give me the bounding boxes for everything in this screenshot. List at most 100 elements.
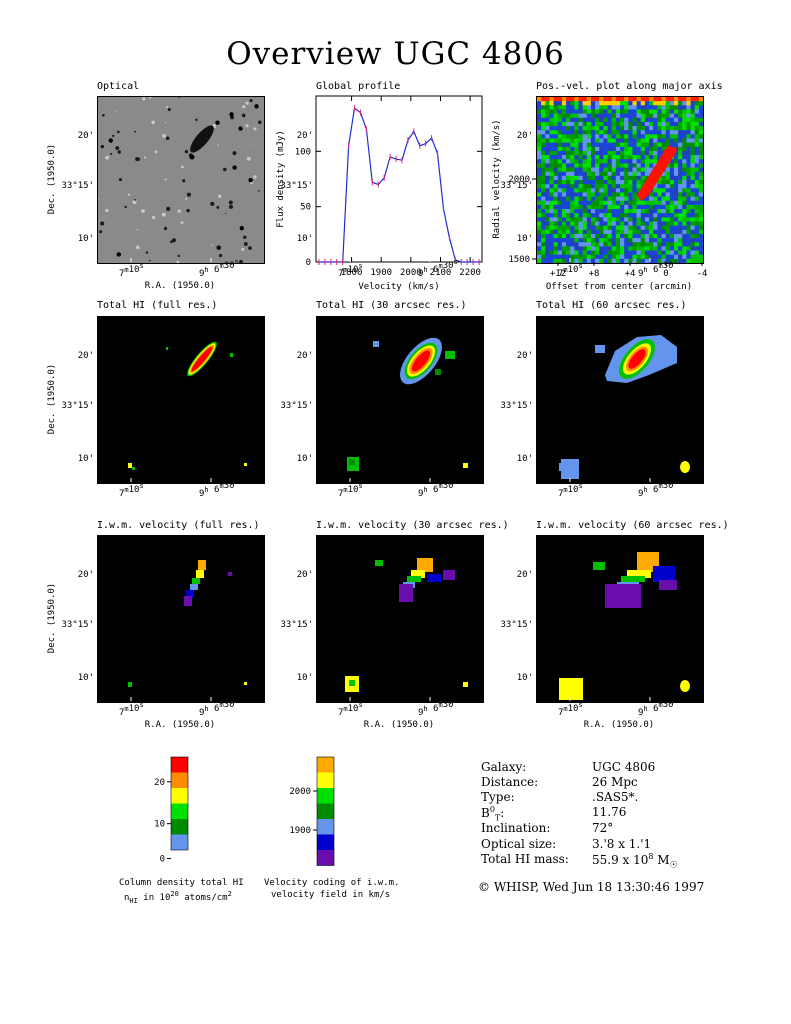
- pv-cell: [686, 242, 691, 247]
- pv-cell: [698, 250, 703, 255]
- pv-cell: [590, 175, 596, 181]
- pv-cell: [673, 113, 679, 119]
- pv-cell: [665, 101, 671, 106]
- pv-cell: [541, 184, 546, 189]
- pv-cell: [657, 196, 662, 202]
- pv-cell: [636, 209, 642, 214]
- pv-cell: [570, 180, 575, 185]
- pv-cell: [590, 209, 596, 214]
- emission-pixel: [128, 463, 132, 468]
- pv-cell: [599, 167, 604, 172]
- pv-cell: [657, 200, 662, 206]
- pv-cell: [678, 238, 683, 243]
- pv-cell: [628, 184, 633, 189]
- pv-cell: [557, 105, 563, 110]
- dec-tick-label: 10': [78, 673, 94, 683]
- pv-cell: [657, 134, 662, 139]
- pv-cell: [553, 97, 559, 102]
- pv-cell: [549, 130, 554, 135]
- pv-cell: [549, 105, 554, 110]
- pv-cell: [653, 142, 658, 148]
- pv-cell: [690, 217, 695, 222]
- pv-cell: [694, 142, 700, 148]
- pv-cell: [615, 105, 621, 110]
- pv-cell: [682, 121, 687, 127]
- pv-cell: [553, 167, 559, 172]
- pv-cell: [578, 254, 583, 260]
- pv-cell: [690, 204, 695, 210]
- pv-cell: [574, 225, 579, 231]
- ra-tick-label: 9h 6m30s: [199, 258, 239, 279]
- emission-pixel: [230, 353, 233, 357]
- pv-cell: [557, 130, 563, 135]
- pv-cell: [537, 233, 542, 239]
- galaxy-core-star: [189, 154, 195, 160]
- bright-star-mark: [108, 138, 113, 143]
- pv-cell: [578, 188, 583, 193]
- pv-cell: [661, 146, 666, 152]
- pv-cell: [620, 117, 625, 123]
- star-mark: [186, 208, 190, 213]
- pv-cell: [632, 171, 637, 177]
- pv-cell: [607, 242, 612, 247]
- pv-cell: [661, 250, 666, 255]
- pv-cell: [686, 163, 691, 168]
- pv-cell: [578, 192, 583, 197]
- star-mark: [228, 204, 233, 209]
- pv-cell: [636, 258, 642, 263]
- pv-cell: [566, 117, 571, 123]
- pv-cell: [624, 171, 629, 177]
- pv-cell: [620, 146, 625, 152]
- dec-tick-label: 20': [297, 351, 313, 361]
- pv-cell: [566, 238, 571, 243]
- pv-cell: [628, 175, 633, 181]
- pv-cell: [665, 121, 671, 127]
- pv-cell: [615, 188, 621, 193]
- pv-cell: [549, 163, 554, 168]
- pv-cell: [686, 258, 691, 263]
- pv-cell: [574, 233, 579, 239]
- pv-cell: [599, 196, 604, 202]
- pv-cell: [661, 126, 666, 131]
- pv-cell: [632, 258, 637, 263]
- pv-cell: [653, 242, 658, 247]
- pv-cell: [620, 175, 625, 181]
- pv-cell: [611, 184, 617, 189]
- pv-cell: [694, 180, 700, 185]
- pv-cell: [628, 242, 633, 247]
- pv-cell: [673, 105, 679, 110]
- star-mark: [148, 259, 151, 262]
- pv-cell: [603, 159, 608, 164]
- pv-cell: [653, 126, 658, 131]
- pv-cell: [578, 258, 583, 263]
- pv-cell: [603, 217, 608, 222]
- pv-cell: [615, 184, 621, 189]
- pv-cell: [566, 142, 571, 148]
- pv-cell: [644, 113, 650, 119]
- pv-cell: [690, 150, 695, 156]
- pv-cell: [665, 142, 671, 148]
- pv-cell: [644, 238, 650, 243]
- emission-pixel: [463, 463, 468, 468]
- pv-cell: [673, 254, 679, 260]
- bright-star-mark: [238, 126, 243, 131]
- pv-cell: [566, 130, 571, 135]
- pv-cell: [549, 213, 554, 218]
- pv-cell: [545, 192, 550, 197]
- pv-cell: [607, 175, 612, 181]
- pv-cell: [673, 238, 679, 243]
- pv-cell: [653, 217, 658, 222]
- pv-cell: [624, 142, 629, 148]
- pv-cell: [553, 192, 559, 197]
- pv-cell: [557, 180, 563, 185]
- pv-cell: [632, 109, 637, 114]
- pv-cell: [620, 217, 625, 222]
- pv-cell: [574, 113, 579, 119]
- velocity-caption-2: velocity field in km/s: [271, 890, 391, 900]
- pv-cell: [628, 167, 633, 172]
- pv-cell: [603, 233, 608, 239]
- pv-cell: [698, 163, 703, 168]
- pv-cell: [553, 130, 559, 135]
- pv-cell: [632, 113, 637, 119]
- pv-cell: [557, 155, 563, 160]
